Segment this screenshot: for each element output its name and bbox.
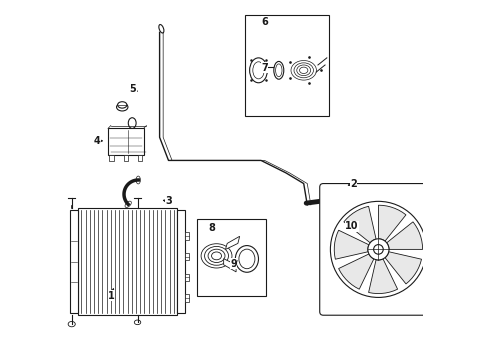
Polygon shape — [368, 259, 397, 293]
FancyBboxPatch shape — [319, 184, 437, 315]
Bar — [185, 233, 190, 240]
Text: 5: 5 — [129, 84, 136, 94]
Bar — [78, 208, 177, 315]
Polygon shape — [223, 259, 236, 272]
Text: 7: 7 — [261, 63, 268, 73]
Ellipse shape — [275, 64, 282, 77]
Polygon shape — [334, 230, 369, 259]
Ellipse shape — [128, 118, 136, 129]
Text: 1: 1 — [108, 291, 115, 301]
Ellipse shape — [338, 185, 344, 197]
Bar — [109, 155, 114, 162]
Ellipse shape — [249, 58, 268, 83]
Circle shape — [330, 201, 426, 297]
Text: 10: 10 — [345, 221, 359, 231]
Bar — [138, 155, 142, 162]
Text: 2: 2 — [350, 179, 357, 189]
Polygon shape — [344, 206, 376, 243]
Polygon shape — [385, 252, 421, 284]
Bar — [185, 294, 190, 302]
Ellipse shape — [253, 62, 264, 79]
Ellipse shape — [68, 321, 75, 327]
Text: 8: 8 — [209, 223, 216, 233]
Ellipse shape — [118, 102, 127, 108]
Bar — [177, 210, 185, 314]
Bar — [185, 274, 190, 281]
Text: 3: 3 — [165, 196, 172, 206]
Bar — [70, 210, 78, 314]
Polygon shape — [339, 254, 374, 289]
Bar — [197, 219, 267, 296]
Polygon shape — [378, 205, 406, 241]
Ellipse shape — [235, 246, 259, 272]
Text: 4: 4 — [94, 136, 101, 146]
Circle shape — [374, 244, 383, 254]
Ellipse shape — [117, 103, 128, 111]
Circle shape — [368, 239, 389, 260]
Ellipse shape — [274, 62, 284, 79]
Bar — [245, 14, 329, 116]
Ellipse shape — [134, 320, 141, 325]
Ellipse shape — [239, 249, 255, 269]
Ellipse shape — [159, 24, 164, 33]
Ellipse shape — [125, 201, 131, 207]
Bar — [185, 253, 190, 260]
Ellipse shape — [136, 176, 141, 184]
Bar — [123, 155, 128, 162]
Bar — [108, 129, 144, 155]
Polygon shape — [387, 222, 423, 249]
Polygon shape — [225, 236, 240, 249]
Text: 9: 9 — [230, 258, 237, 269]
Text: 6: 6 — [261, 17, 268, 27]
